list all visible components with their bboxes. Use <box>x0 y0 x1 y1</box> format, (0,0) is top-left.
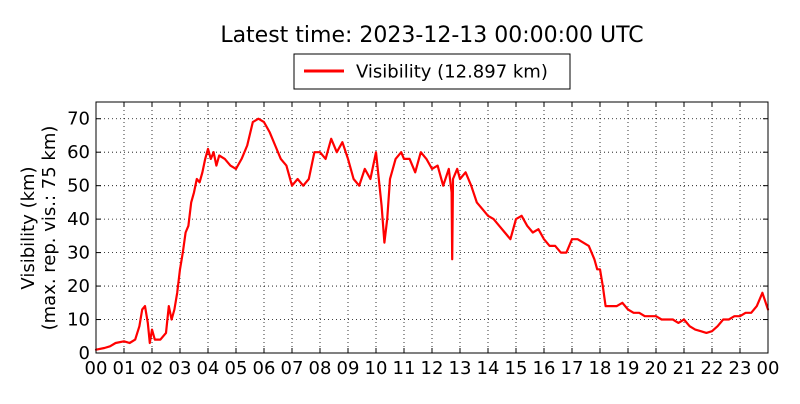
y-tick-label-7: 70 <box>67 109 90 130</box>
x-tick-label-17: 17 <box>561 358 584 379</box>
x-tick-label-5: 05 <box>225 358 248 379</box>
y-tick-label-4: 40 <box>67 209 90 230</box>
x-tick-label-18: 18 <box>589 358 612 379</box>
y-tick-label-3: 30 <box>67 243 90 264</box>
x-tick-label-0: 00 <box>85 358 108 379</box>
x-tick-label-24: 00 <box>757 358 780 379</box>
x-tick-label-2: 02 <box>141 358 164 379</box>
x-tick-label-4: 04 <box>197 358 220 379</box>
legend-label: Visibility (12.897 km) <box>356 62 548 83</box>
x-tick-label-6: 06 <box>253 358 276 379</box>
x-tick-label-9: 09 <box>337 358 360 379</box>
x-tick-label-14: 14 <box>477 358 500 379</box>
x-tick-label-8: 08 <box>309 358 332 379</box>
x-tick-label-7: 07 <box>281 358 304 379</box>
series-group <box>94 117 770 351</box>
x-tick-label-1: 01 <box>113 358 136 379</box>
series-line-0 <box>94 117 770 351</box>
y-tick-label-0: 0 <box>79 343 90 364</box>
x-tick-label-15: 15 <box>505 358 528 379</box>
y-axis-ticks: 0 10 20 30 40 50 60 70 <box>67 109 768 364</box>
chart-title: Latest time: 2023-12-13 00:00:00 UTC <box>220 23 643 48</box>
x-tick-label-20: 20 <box>645 358 668 379</box>
x-tick-label-21: 21 <box>673 358 696 379</box>
y-tick-label-5: 50 <box>67 176 90 197</box>
legend: Visibility (12.897 km) <box>293 53 571 90</box>
plot-frame <box>95 101 769 354</box>
x-tick-label-22: 22 <box>701 358 724 379</box>
y-axis-label-line2: (max. rep. vis.: 75 km) <box>39 126 60 331</box>
x-tick-label-11: 11 <box>393 358 416 379</box>
x-tick-label-23: 23 <box>729 358 752 379</box>
x-axis-ticks: 00 01 02 03 04 05 06 07 08 09 10 11 12 13 14 15 16 17 18 19… <box>85 102 780 379</box>
grid <box>95 102 769 354</box>
x-tick-label-3: 03 <box>169 358 192 379</box>
x-tick-label-16: 16 <box>533 358 556 379</box>
y-tick-label-6: 60 <box>67 142 90 163</box>
x-tick-label-19: 19 <box>617 358 640 379</box>
y-axis-label-line1: Visibility (km) <box>18 166 39 289</box>
x-tick-label-12: 12 <box>421 358 444 379</box>
y-tick-label-2: 20 <box>67 276 90 297</box>
x-tick-label-13: 13 <box>449 358 472 379</box>
x-tick-label-10: 10 <box>365 358 388 379</box>
y-tick-label-1: 10 <box>67 310 90 331</box>
